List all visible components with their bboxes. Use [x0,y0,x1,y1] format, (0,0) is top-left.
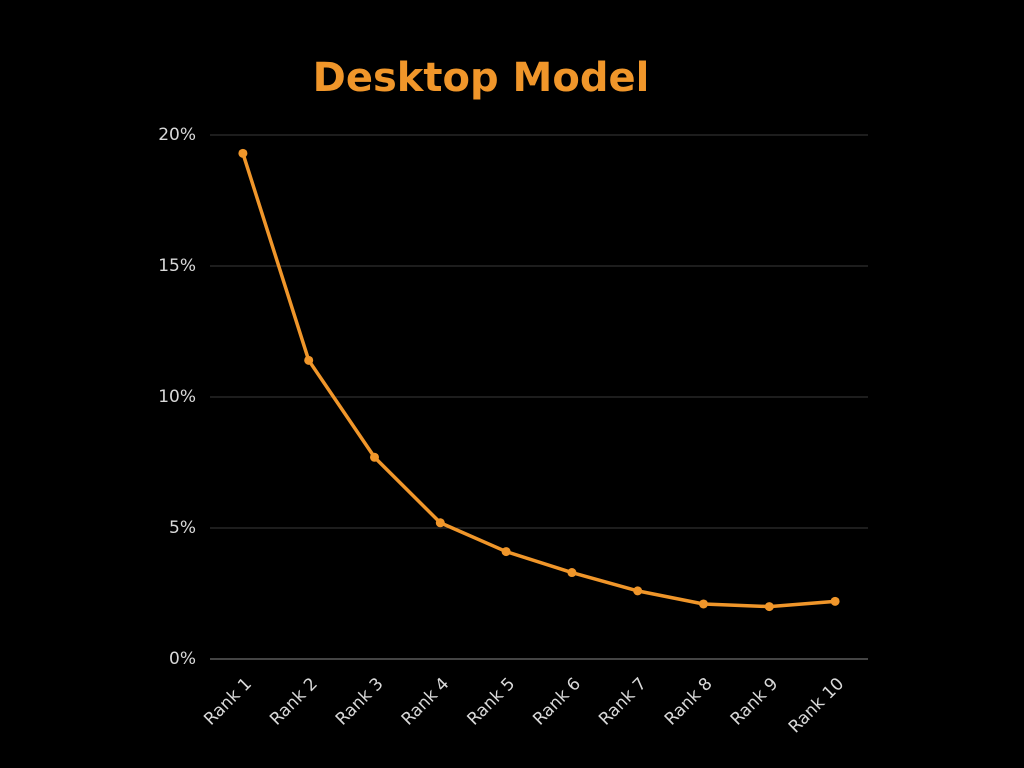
data-point [501,547,511,557]
data-point [304,355,314,365]
chart-title: Desktop Model [313,55,650,101]
data-point [435,518,445,528]
y-tick-label: 5% [169,518,196,538]
data-point [567,568,577,578]
data-point [764,602,774,612]
y-tick-label: 10% [158,387,196,407]
y-tick-label: 0% [169,649,196,669]
data-point [830,596,840,606]
y-tick-label: 20% [158,125,196,145]
data-point [633,586,643,596]
data-line [241,152,836,609]
y-tick-label: 15% [158,256,196,276]
data-point [238,148,248,158]
data-point [699,599,708,609]
data-point [370,452,379,462]
